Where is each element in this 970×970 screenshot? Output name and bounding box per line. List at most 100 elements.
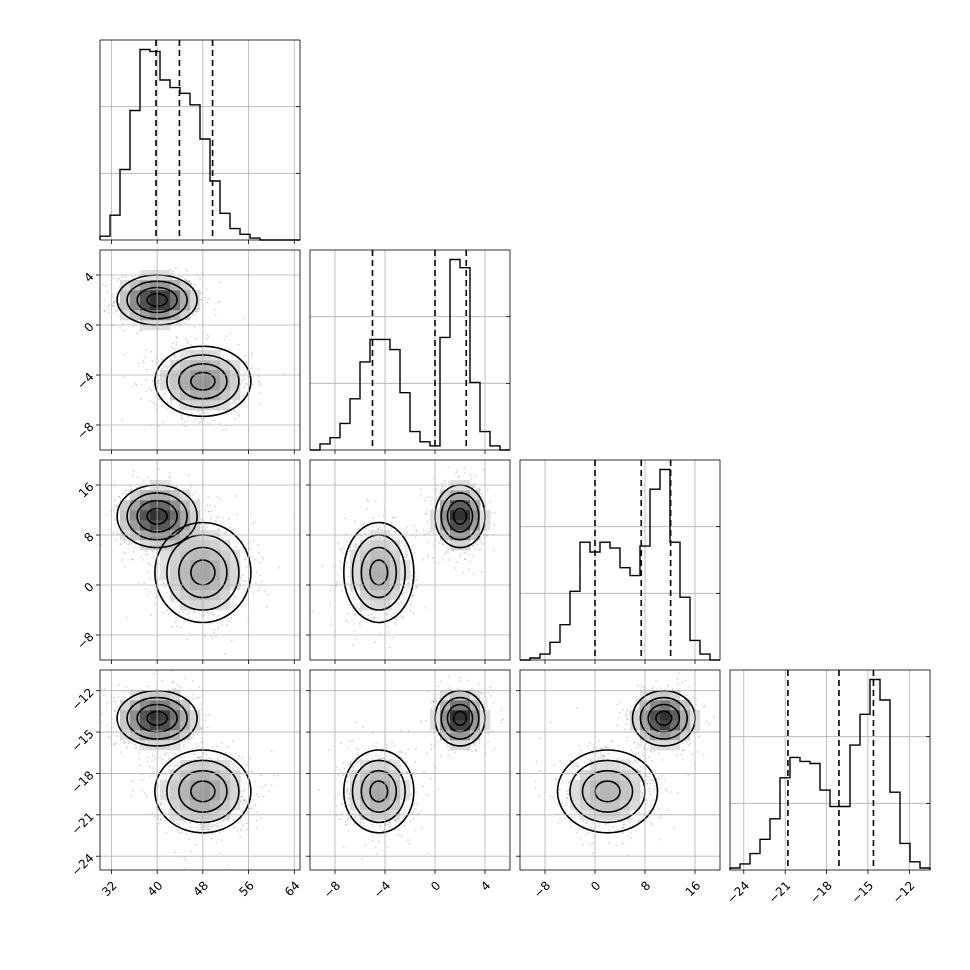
scatter-point [213,629,216,631]
scatter-point [219,498,222,501]
scatter-point [123,696,126,699]
scatter-point [140,398,143,400]
scatter-point [208,713,210,716]
scatter-point [127,740,130,742]
scatter-point [206,301,209,304]
scatter-point [432,557,434,559]
scatter-point [172,680,175,682]
scatter-point [125,492,128,495]
panel-1-0 [96,249,301,454]
scatter-point [382,515,384,517]
scatter-point [187,474,190,477]
scatter-point [144,356,147,358]
scatter-point [190,282,193,285]
scatter-point [175,267,177,270]
scatter-point [106,290,109,293]
scatter-point [490,512,493,515]
scatter-point [489,501,491,503]
scatter-point [161,358,164,361]
scatter-point [311,610,314,613]
scatter-point [115,310,118,312]
scatter-point [435,497,438,499]
scatter-point [416,585,418,588]
contours-1-0 [116,274,252,418]
scatter-point [113,517,116,520]
scatter-point [257,590,259,592]
scatter-point [209,518,212,521]
scatter-point [400,617,403,620]
scatter-point [454,567,457,569]
scatter-point [103,298,106,301]
scatter-point [250,355,253,358]
scatter-point [203,635,206,638]
scatter-point [174,620,177,623]
scatter-point [123,329,126,332]
scatter-point [153,265,156,268]
scatter-point [278,566,281,569]
scatter-point [139,555,142,558]
scatter-point [447,548,450,551]
scatter-point [105,284,108,286]
scatter-point [258,552,260,554]
scatter-point [427,541,429,544]
scatter-point [134,743,137,746]
scatter-point [228,349,231,351]
scatter-point [469,561,472,563]
scatter-point [249,555,252,558]
scatter-point [252,383,254,386]
contour-line [342,521,415,624]
scatter-point [136,332,139,334]
scatter-point [213,632,216,634]
scatter-point [464,558,467,560]
scatter-point [150,614,153,617]
scatter-point [181,414,183,416]
scatter-point [259,562,262,564]
scatter-point [149,563,151,566]
scatter-point [183,487,186,490]
scatter-point [252,592,255,595]
scatter-point [160,679,163,682]
scatter-point [107,528,110,531]
scatter-point [476,543,479,546]
scatter-point [232,528,235,531]
scatter-point [415,528,418,531]
scatter-point [175,341,178,344]
scatter-point [251,364,254,367]
scatter-point [458,475,461,478]
scatter-point [184,425,187,428]
scatter-point [223,338,226,341]
scatter-point [477,487,480,490]
scatter-point [456,561,458,564]
scatter-point [261,580,263,583]
scatter-point [429,503,432,505]
scatter-point [132,550,135,553]
scatter-point [250,367,253,370]
scatter-point [244,354,246,357]
scatter-point [267,593,270,596]
scatter-point [102,284,104,286]
scatter-point [147,476,149,479]
scatter-point [124,552,127,554]
scatter-point [149,400,152,402]
scatter-point [217,301,220,304]
scatter-point [137,362,140,365]
scatter-point [335,581,338,584]
scatter-point [426,520,429,523]
scatter-point [199,278,201,281]
scatter-point [477,549,480,551]
scatter-point [172,411,174,413]
scatter-point [142,558,145,561]
scatter-point [473,486,475,489]
scatter-point [387,631,390,633]
scatter-point [205,714,207,717]
scatter-point [158,398,161,400]
scatter-point [340,589,343,592]
scatter-point [443,479,446,482]
scatter-point [147,553,150,556]
scatter-point [210,515,212,518]
scatter-point [123,354,126,356]
scatter-point [199,420,202,423]
scatter-point [162,420,165,423]
scatter-point [366,507,369,510]
